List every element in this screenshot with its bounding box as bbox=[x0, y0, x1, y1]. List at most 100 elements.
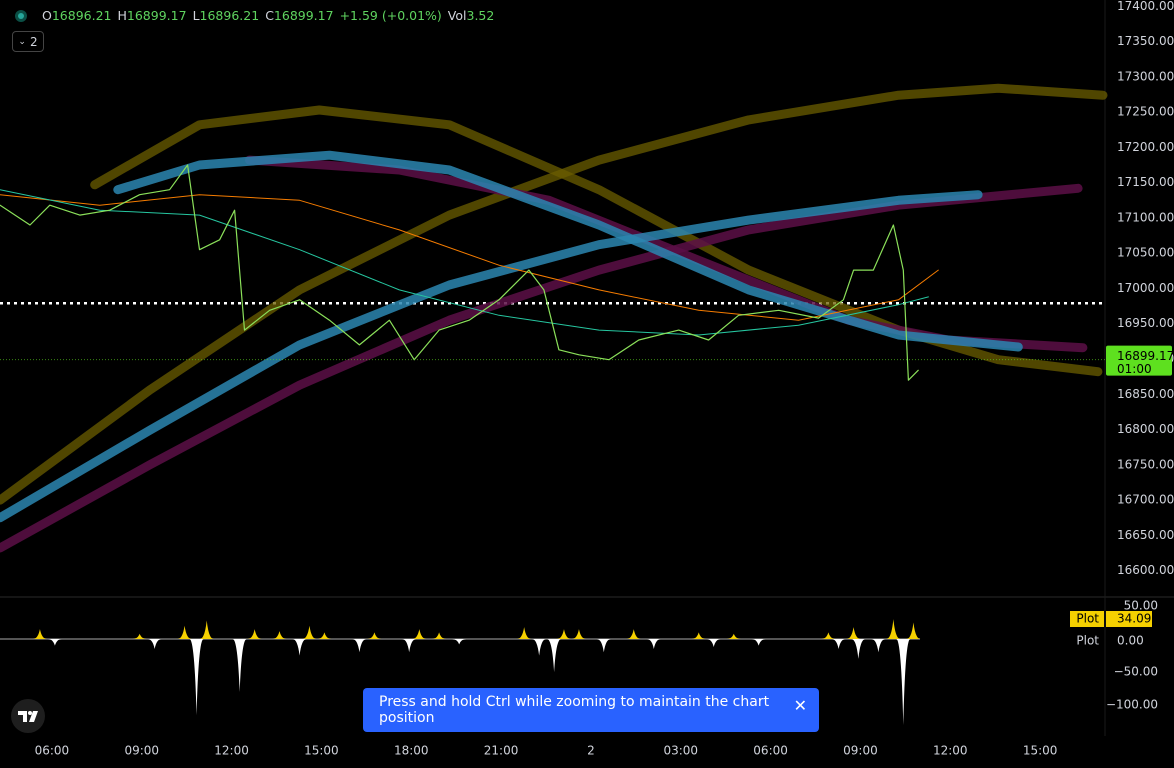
x-tick-label: 12:00 bbox=[214, 744, 249, 758]
oscillator-spike bbox=[646, 639, 661, 649]
toast-text: Press and hold Ctrl while zooming to mai… bbox=[379, 694, 770, 726]
value-box bbox=[1106, 611, 1152, 627]
oscillator-spike bbox=[726, 633, 741, 640]
c-label: C bbox=[265, 8, 274, 23]
series-line bbox=[0, 183, 1083, 553]
vol-label: Vol bbox=[447, 8, 467, 23]
legend-name: Plot bbox=[1076, 612, 1099, 626]
x-tick-label: 03:00 bbox=[663, 744, 698, 758]
oscillator-spike bbox=[626, 629, 641, 640]
l-label: L bbox=[192, 8, 200, 23]
h-value: 16899.17 bbox=[126, 8, 187, 23]
x-tick-label: 15:00 bbox=[304, 744, 339, 758]
oscillator-spike bbox=[831, 639, 846, 649]
oscillator-spike bbox=[132, 633, 147, 640]
oscillator-spike bbox=[352, 639, 367, 653]
y-tick-label: 16600.00 bbox=[1117, 563, 1174, 577]
x-tick-label: 06:00 bbox=[753, 744, 788, 758]
oscillator-spike bbox=[532, 639, 547, 656]
o-value: 16896.21 bbox=[51, 8, 112, 23]
y-tick-label: 16950.00 bbox=[1117, 316, 1174, 330]
series-line bbox=[0, 164, 919, 381]
oscillator-spike bbox=[452, 639, 467, 645]
logo-mark bbox=[18, 711, 38, 722]
x-tick-label: 18:00 bbox=[394, 744, 429, 758]
ohlc-header: O 16896.21 H 16899.17 L 16896.21 C 16899.17 … bbox=[14, 8, 500, 23]
logo-dot bbox=[28, 711, 32, 715]
legend-name: Plot bbox=[1076, 634, 1099, 648]
oscillator-spike bbox=[906, 622, 921, 640]
oscillator-spike bbox=[691, 632, 706, 640]
x-tick-label: 21:00 bbox=[484, 744, 519, 758]
logo-bg bbox=[11, 699, 45, 733]
oscillator-spike bbox=[886, 619, 901, 640]
y-tick-label: 17300.00 bbox=[1117, 69, 1174, 83]
oscillator-spike bbox=[32, 629, 47, 640]
oscillator-spike bbox=[47, 639, 62, 646]
last-price-box bbox=[1106, 345, 1172, 376]
y-tick-label: 17150.00 bbox=[1117, 175, 1174, 189]
oscillator-spike bbox=[846, 627, 861, 640]
y-tick-label: −100.00 bbox=[1106, 698, 1158, 712]
oscillator-spike bbox=[177, 625, 192, 640]
oscillator-spike bbox=[302, 625, 317, 640]
y-tick-label: 16800.00 bbox=[1117, 422, 1174, 436]
y-tick-label: 16850.00 bbox=[1117, 387, 1174, 401]
series-line bbox=[113, 150, 1023, 352]
series-line bbox=[90, 105, 1103, 377]
oscillator-spike bbox=[247, 629, 262, 640]
oscillator-spike bbox=[821, 632, 836, 640]
oscillator-spike bbox=[232, 639, 247, 692]
legend-value: 34.09 bbox=[1117, 612, 1151, 626]
y-tick-label: 16650.00 bbox=[1117, 528, 1174, 542]
oscillator-spike bbox=[871, 639, 886, 653]
y-tick-label: 17000.00 bbox=[1117, 281, 1174, 295]
x-tick-label: 2 bbox=[587, 744, 595, 758]
series-line bbox=[0, 83, 1108, 505]
toast: Press and hold Ctrl while zooming to mai… bbox=[363, 688, 819, 732]
x-tick-label: 09:00 bbox=[124, 744, 159, 758]
oscillator-spike bbox=[199, 620, 214, 640]
vol-value: 3.52 bbox=[466, 8, 495, 23]
legend-box bbox=[1070, 611, 1104, 627]
series-line bbox=[0, 194, 939, 321]
oscillator-spike bbox=[706, 639, 721, 647]
oscillator-spike bbox=[571, 629, 586, 640]
oscillator-spike bbox=[596, 639, 611, 653]
oscillator-spike bbox=[547, 639, 562, 673]
oscillator-spike bbox=[292, 639, 307, 656]
collapse-button[interactable]: ⌄ 2 bbox=[12, 31, 44, 52]
y-tick-label: −50.00 bbox=[1114, 665, 1158, 679]
oscillator-spike bbox=[432, 632, 447, 640]
oscillator-spike bbox=[517, 627, 532, 640]
oscillator-spike bbox=[402, 639, 417, 653]
change: +1.59 (+0.01%) bbox=[339, 8, 442, 23]
oscillator-spike bbox=[317, 632, 332, 640]
last-price-label: 16899.17 bbox=[1117, 349, 1174, 363]
oscillator-spike bbox=[189, 639, 204, 716]
x-tick-label: 06:00 bbox=[35, 744, 70, 758]
series-line bbox=[0, 190, 983, 523]
l-value: 16896.21 bbox=[199, 8, 260, 23]
tv-logo bbox=[11, 699, 45, 733]
oscillator-spike bbox=[412, 629, 427, 640]
oscillator-spike bbox=[851, 639, 866, 659]
oscillator-spike bbox=[556, 629, 571, 640]
x-tick-label: 12:00 bbox=[933, 744, 968, 758]
y-tick-label: 16750.00 bbox=[1117, 457, 1174, 471]
o-label: O bbox=[42, 8, 52, 23]
y-tick-label: 17100.00 bbox=[1117, 210, 1174, 224]
x-tick-label: 15:00 bbox=[1023, 744, 1058, 758]
y-tick-label: 16700.00 bbox=[1117, 493, 1174, 507]
oscillator-spike bbox=[272, 631, 287, 640]
x-tick-label: 09:00 bbox=[843, 744, 878, 758]
toast-close[interactable]: ✕ bbox=[793, 696, 807, 715]
h-label: H bbox=[117, 8, 127, 23]
c-value: 16899.17 bbox=[273, 8, 334, 23]
series-line bbox=[0, 189, 929, 336]
countdown-label: 01:00 bbox=[1117, 362, 1152, 376]
y-tick-label: 17350.00 bbox=[1117, 34, 1174, 48]
y-tick-label: 17400.00 bbox=[1117, 0, 1174, 13]
